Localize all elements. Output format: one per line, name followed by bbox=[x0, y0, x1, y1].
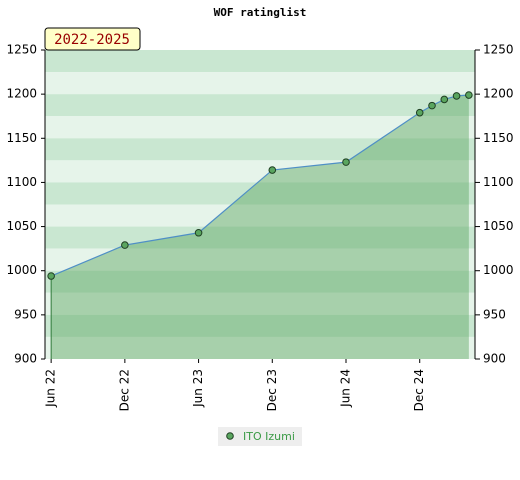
y2-tick-label: 1200 bbox=[483, 87, 514, 101]
background-stripe bbox=[45, 138, 475, 161]
point bbox=[415, 108, 424, 117]
x-tick-label: Dec 24 bbox=[412, 369, 426, 411]
point bbox=[47, 272, 55, 280]
background-stripe bbox=[45, 314, 475, 337]
point bbox=[452, 92, 461, 100]
y-tick-label: 950 bbox=[14, 307, 37, 321]
y-tick-label: 1200 bbox=[6, 87, 37, 101]
x-tick-label: Dec 22 bbox=[117, 369, 131, 411]
background-stripe bbox=[45, 116, 475, 139]
point bbox=[121, 241, 129, 249]
plot-area bbox=[45, 50, 475, 359]
point bbox=[194, 228, 203, 237]
point bbox=[268, 166, 277, 174]
background-stripe bbox=[45, 182, 475, 205]
point bbox=[428, 101, 436, 110]
x-tick-label: Jun 22 bbox=[44, 369, 58, 408]
background-stripe bbox=[45, 292, 475, 315]
background-stripe bbox=[45, 336, 475, 359]
legend-box[interactable] bbox=[218, 427, 302, 446]
y2-tick-label: 1250 bbox=[483, 43, 514, 57]
x-tick-label: Dec 23 bbox=[265, 369, 279, 411]
line bbox=[50, 94, 469, 277]
x-tick-label: Jun 23 bbox=[191, 369, 205, 408]
y-tick-label: 1100 bbox=[6, 175, 37, 189]
y-tick-label: 1150 bbox=[6, 131, 37, 145]
x-tick-label: Jun 24 bbox=[339, 369, 353, 408]
y-tick-label: 900 bbox=[14, 352, 37, 366]
background-stripe bbox=[45, 226, 475, 249]
background-stripe bbox=[45, 248, 475, 271]
background-stripe bbox=[45, 160, 475, 183]
background-stripe bbox=[45, 50, 475, 73]
background-stripe bbox=[45, 72, 475, 95]
y2-tick-label: 900 bbox=[483, 352, 506, 366]
badge-box bbox=[44, 27, 141, 51]
background-stripe bbox=[45, 94, 475, 117]
legend-label: ITO Izumi bbox=[243, 430, 295, 443]
point bbox=[465, 91, 473, 99]
y-tick-label: 1050 bbox=[6, 219, 37, 233]
y2-tick-label: 1000 bbox=[483, 263, 514, 277]
point bbox=[440, 95, 449, 104]
y2-tick-label: 1150 bbox=[483, 131, 514, 145]
badge: 2022-2025 bbox=[54, 32, 130, 48]
y-tick-label: 1250 bbox=[6, 43, 37, 57]
chart-title: WOF ratinglist bbox=[214, 6, 307, 19]
background-stripe bbox=[45, 204, 475, 227]
y2-tick-label: 1050 bbox=[483, 219, 514, 233]
background-stripe bbox=[45, 270, 475, 293]
y-tick-label: 1000 bbox=[6, 263, 37, 277]
y2-tick-label: 1100 bbox=[483, 175, 514, 189]
legend-marker bbox=[226, 432, 234, 440]
point bbox=[342, 158, 350, 166]
area bbox=[51, 95, 469, 360]
y2-tick-label: 950 bbox=[483, 307, 506, 321]
